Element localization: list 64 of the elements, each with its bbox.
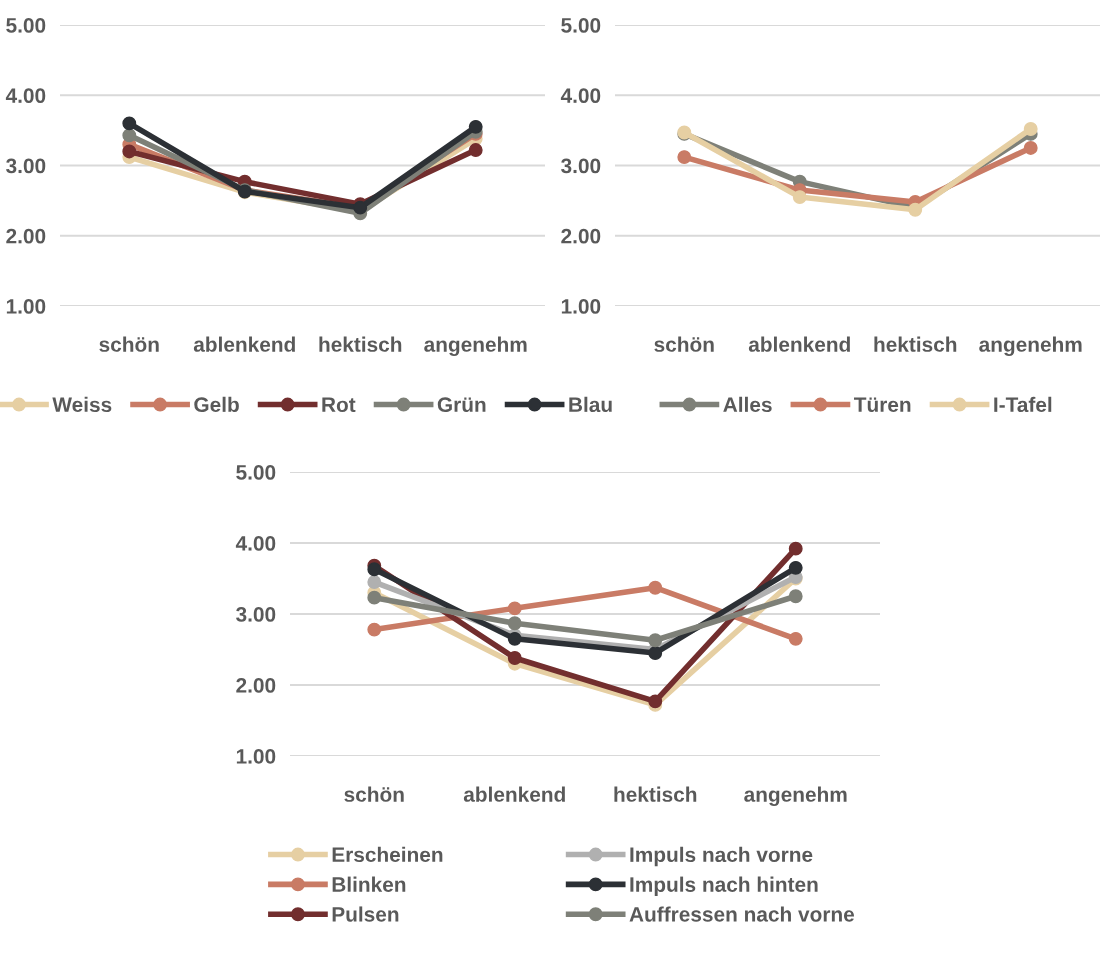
x-tick-label: hektisch <box>319 336 402 352</box>
y-tick-label: 2.00 <box>6 228 46 244</box>
y-tick-label: 3.00 <box>561 158 601 174</box>
y-tick-label: 3.00 <box>6 158 46 174</box>
y-tick-label: 4.00 <box>5 88 46 103</box>
point <box>788 541 803 556</box>
point <box>122 144 137 159</box>
y-tick-label: 2.00 <box>561 228 601 244</box>
y-tick-label: 5.00 <box>6 18 46 33</box>
x-tick-label: schön <box>344 786 404 802</box>
point <box>367 575 382 589</box>
y-tick-label: 1.00 <box>561 299 601 314</box>
legend-label: Blau <box>569 396 612 413</box>
legend-label: Auffressen nach vorne <box>629 906 855 922</box>
x-tick-label: angenehm <box>744 786 847 807</box>
point <box>122 128 137 143</box>
point <box>792 190 807 205</box>
point <box>507 616 522 631</box>
point <box>468 143 483 157</box>
legend-label: Impuls nach vorne <box>630 846 813 867</box>
x-tick-label: hektisch <box>874 336 957 352</box>
x-tick-label: ablenkend <box>193 336 295 352</box>
point <box>1023 140 1038 155</box>
y-tick-label: 4.00 <box>560 88 601 103</box>
x-tick-label: hektisch <box>614 786 697 802</box>
legend-label: Gelb <box>194 396 239 413</box>
point <box>468 119 483 134</box>
y-tick-label: 2.00 <box>236 678 276 693</box>
point <box>677 150 692 165</box>
x-tick-label: schön <box>654 336 714 352</box>
x-tick-label: angenehm <box>424 336 527 357</box>
point <box>788 589 803 604</box>
legend-label: Grün <box>437 397 486 413</box>
point <box>648 633 663 648</box>
point <box>648 580 663 595</box>
y-tick-label: 4.00 <box>235 536 276 551</box>
y-tick-label: 5.00 <box>561 18 601 33</box>
y-tick-label: 1.00 <box>236 749 276 764</box>
point <box>122 116 137 131</box>
y-tick-label: 5.00 <box>236 465 276 480</box>
legend-label: I-Tafel <box>994 396 1052 413</box>
x-tick-label: ablenkend <box>463 786 565 802</box>
legend-label: Alles <box>723 396 772 413</box>
legend-label: Erscheinen <box>332 846 443 863</box>
point <box>507 651 522 665</box>
legend-label: Rot <box>322 397 356 413</box>
point <box>367 622 382 637</box>
point <box>788 631 803 646</box>
legend-label: Weiss <box>52 396 112 413</box>
point <box>788 560 803 575</box>
legend-label: Blinken <box>332 876 406 892</box>
x-tick-label: schön <box>99 336 159 352</box>
x-tick-label: angenehm <box>979 336 1082 357</box>
legend-label: Impuls nach hinten <box>630 876 818 897</box>
y-tick-label: 3.00 <box>236 607 276 622</box>
point <box>648 646 663 660</box>
legend-label: Pulsen <box>332 906 399 922</box>
point <box>367 590 382 605</box>
point <box>367 562 382 577</box>
y-tick-label: 1.00 <box>6 299 46 314</box>
point <box>1023 122 1038 136</box>
x-tick-label: ablenkend <box>748 336 850 352</box>
legend-label: Türen <box>854 397 911 413</box>
point <box>507 601 522 616</box>
